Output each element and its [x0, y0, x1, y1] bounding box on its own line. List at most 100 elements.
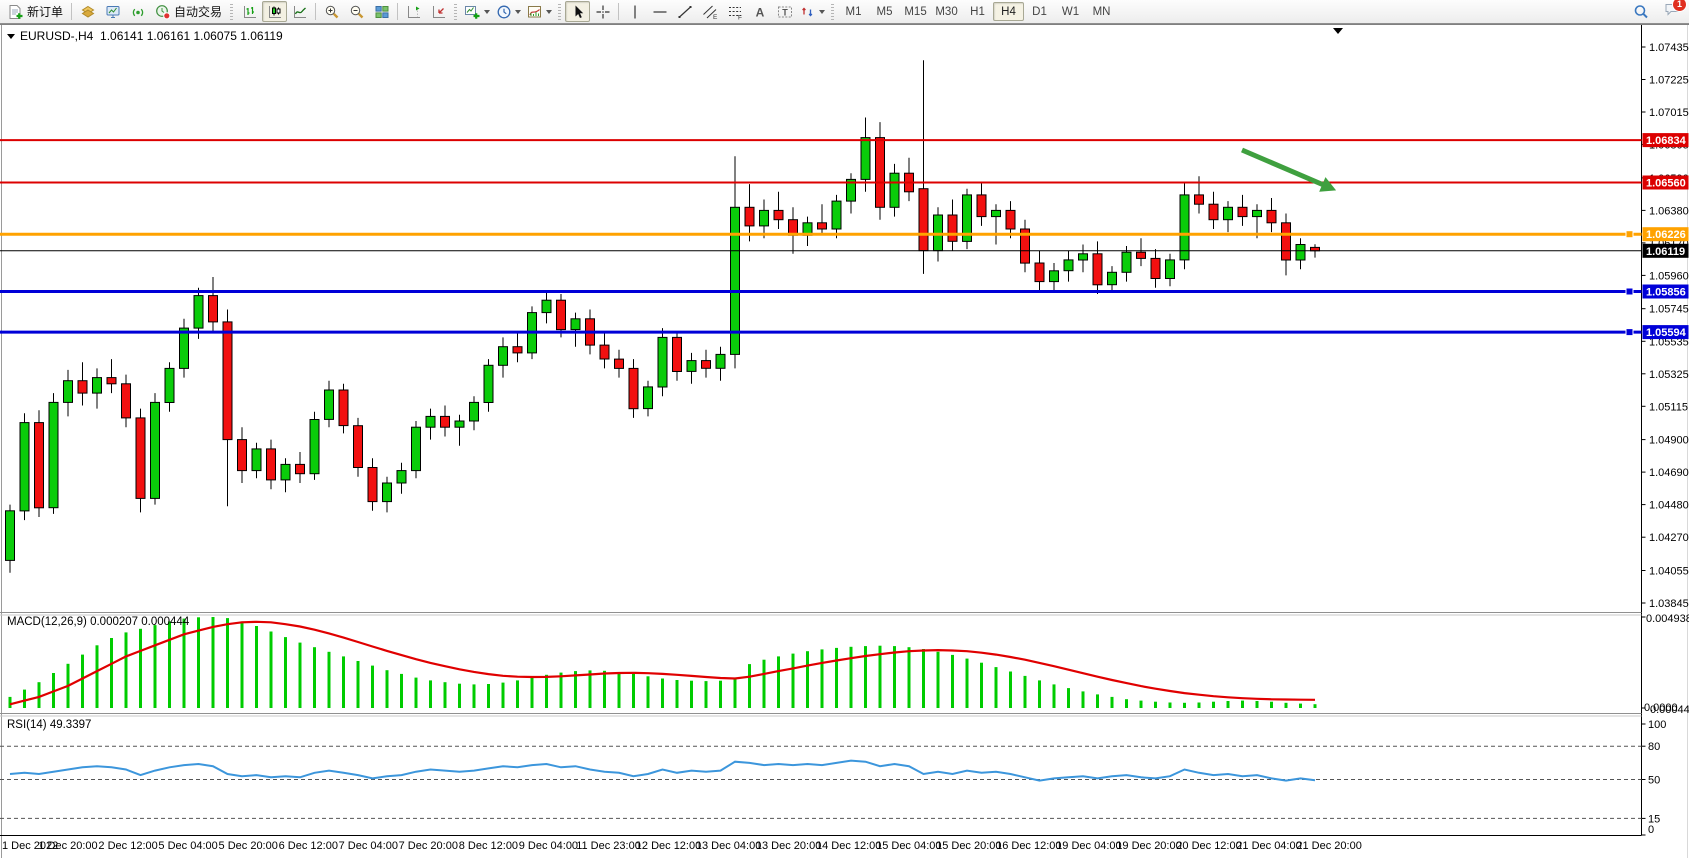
price-tick-label: 1.04900	[1649, 435, 1689, 447]
line-chart-button[interactable]	[287, 1, 312, 22]
horizontal-line-button[interactable]	[647, 1, 672, 22]
time-label: 7 Dec 04:00	[339, 840, 398, 852]
time-label: 21 Dec 20:00	[1296, 840, 1361, 852]
new-chart-button[interactable]	[461, 1, 493, 22]
price-tick-label: 1.03845	[1649, 598, 1689, 610]
zoom-in-icon	[324, 4, 340, 20]
fibonacci-button[interactable]: F	[722, 1, 747, 22]
price-tick-label: 1.05115	[1649, 401, 1688, 413]
price-tick-label: 1.05535	[1649, 336, 1689, 348]
tile-windows-button[interactable]	[369, 1, 394, 22]
profile-button[interactable]	[75, 1, 100, 22]
arrows-icon	[800, 4, 816, 20]
timeframe-group: M1 M5 M15 M30 H1 H4 D1 W1 MN	[838, 2, 1117, 21]
timeframe-mn[interactable]: MN	[1092, 5, 1111, 18]
symbol-period: EURUSD-,H4	[20, 29, 94, 43]
profile-icon	[80, 4, 96, 20]
text-label-button[interactable]: T	[772, 1, 797, 22]
market-watch-button[interactable]	[100, 1, 125, 22]
channel-button[interactable]: E	[697, 1, 722, 22]
chart-shift-icon	[406, 4, 422, 20]
timeframe-m15[interactable]: M15	[904, 5, 927, 18]
notifications-button[interactable]: 1	[1664, 0, 1687, 22]
hline-handle[interactable]	[1625, 230, 1634, 239]
price-tick-label: 1.06380	[1649, 205, 1689, 217]
price-label-box	[1642, 133, 1689, 148]
timeframe-m1[interactable]: M1	[845, 5, 862, 18]
auto-scroll-button[interactable]	[426, 1, 451, 22]
time-label: 14 Dec 12:00	[816, 840, 881, 852]
templates-icon	[527, 4, 543, 20]
macd-signal-line	[9, 620, 1316, 706]
text-label-icon: T	[777, 4, 793, 20]
cursor-button[interactable]	[565, 1, 591, 22]
timeframe-m5[interactable]: M5	[876, 5, 893, 18]
search-button[interactable]	[1629, 1, 1654, 22]
svg-text:F: F	[738, 14, 742, 20]
toolbar-grip	[230, 3, 234, 20]
time-label: 1 Dec 2022	[2, 840, 58, 852]
price-label-box	[1642, 325, 1689, 340]
timeframe-w1[interactable]: W1	[1061, 5, 1080, 18]
crosshair-button[interactable]	[590, 1, 615, 22]
candlestick-chart-button[interactable]	[262, 1, 288, 22]
arrows-button[interactable]	[797, 1, 828, 22]
chevron-down-icon	[819, 9, 826, 14]
autotrading-icon	[155, 4, 171, 20]
text-icon: A	[752, 4, 768, 20]
autotrading-button[interactable]: 自动交易	[150, 1, 227, 22]
bar-chart-button[interactable]	[237, 1, 262, 22]
periods-button[interactable]	[493, 1, 524, 22]
toolbar-grip	[831, 3, 835, 20]
quote-open: 1.06141	[100, 29, 144, 43]
hline-handle[interactable]	[1625, 287, 1634, 296]
toolbar: 新订单 自动交易 E F A T	[0, 0, 1689, 24]
tile-windows-icon	[374, 4, 390, 20]
svg-text:A: A	[755, 5, 764, 19]
price-label-box	[1642, 175, 1689, 190]
toolbar-separator	[71, 3, 73, 20]
time-label: 7 Dec 20:00	[399, 840, 458, 852]
quote-low: 1.06075	[193, 29, 237, 43]
signals-icon	[130, 4, 146, 20]
trend-arrow-annotation[interactable]	[1241, 147, 1327, 189]
toolbar-right: 1	[1629, 0, 1687, 22]
trend-arrow-head[interactable]	[1319, 177, 1337, 192]
time-label: 8 Dec 12:00	[459, 840, 518, 852]
zoom-out-button[interactable]	[344, 1, 369, 22]
timeframe-h1[interactable]: H1	[970, 5, 985, 18]
price-tick-label: 1.05745	[1649, 304, 1689, 316]
new-order-button[interactable]: 新订单	[2, 1, 68, 22]
vertical-line-icon	[627, 4, 643, 20]
time-label: 19 Dec 20:00	[1116, 840, 1181, 852]
templates-button[interactable]	[524, 1, 555, 22]
chart-menu-icon[interactable]	[1333, 28, 1343, 34]
price-label-1.06560: 1.06560	[1646, 178, 1686, 190]
zoom-out-icon	[349, 4, 365, 20]
signals-button[interactable]	[125, 1, 150, 22]
bar-chart-icon	[242, 4, 258, 20]
chart-shift-button[interactable]	[401, 1, 426, 22]
hline-handle[interactable]	[1625, 328, 1634, 337]
text-button[interactable]: A	[747, 1, 772, 22]
periods-clock-icon	[496, 4, 512, 20]
trendline-button[interactable]	[672, 1, 697, 22]
fibonacci-icon: F	[727, 4, 743, 20]
zoom-in-button[interactable]	[319, 1, 344, 22]
timeframe-m30[interactable]: M30	[935, 5, 958, 18]
macd-zero-label: 0.0000	[1644, 702, 1678, 714]
price-label-box	[1642, 243, 1689, 258]
price-tick-label: 1.07435	[1649, 42, 1689, 54]
candlestick-icon	[267, 4, 283, 20]
timeframe-h4[interactable]: H4	[993, 2, 1025, 21]
timeframe-d1[interactable]: D1	[1032, 5, 1047, 18]
new-chart-icon	[464, 4, 481, 20]
vertical-line-button[interactable]	[622, 1, 647, 22]
price-label-1.06834: 1.06834	[1646, 135, 1687, 147]
chart-title: EURUSD-,H4 1.06141 1.06161 1.06075 1.061…	[7, 29, 283, 43]
price-label-1.05856: 1.05856	[1646, 287, 1686, 299]
rsi-label: RSI(14) 49.3397	[7, 719, 92, 731]
rsi-tick-label: 100	[1648, 719, 1666, 731]
